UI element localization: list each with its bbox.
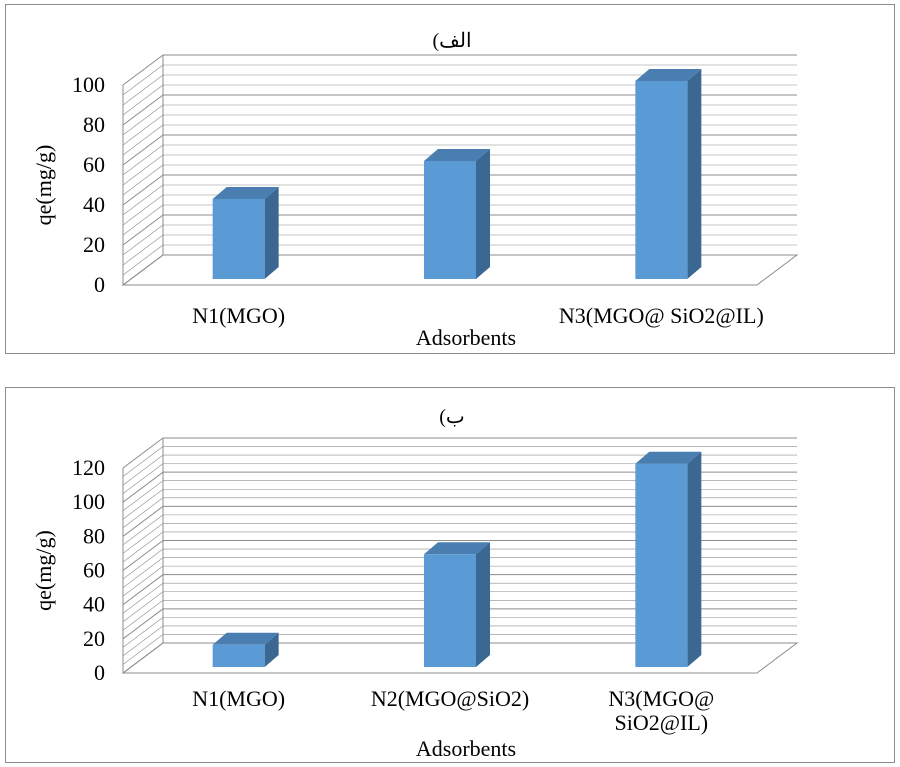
bar-top-face <box>424 542 490 555</box>
x-tick-label: N2(MGO@SiO2) <box>371 686 529 711</box>
chart-title: الف) <box>432 30 471 52</box>
x-tick-label: N1(MGO) <box>192 303 285 328</box>
side-wall-minor-gridline <box>122 480 164 511</box>
side-wall-minor-gridline <box>122 184 164 216</box>
side-wall-minor-gridline <box>122 194 164 226</box>
x-tick-label-line: SiO2@IL) <box>615 710 709 735</box>
side-wall-gridline <box>122 54 164 86</box>
side-wall-minor-gridline <box>122 591 164 622</box>
bar-side-face <box>687 451 702 667</box>
bar-top-face <box>212 632 279 645</box>
side-wall-minor-gridline <box>122 144 164 176</box>
y-axis-label: qe(mg/g) <box>31 530 56 611</box>
side-wall-minor-gridline <box>122 531 164 563</box>
bar-top-face <box>424 149 490 161</box>
y-tick-label: 60 <box>83 558 105 583</box>
y-tick-label: 20 <box>83 626 105 651</box>
side-wall-minor-gridline <box>122 446 164 477</box>
chart-panel-a: 0 20 40 60 80 100 N1(MGO) N3(MGO@ SiO2@IL) الف) A… <box>5 4 895 354</box>
side-wall-minor-gridline <box>122 204 164 236</box>
side-wall-minor-gridline <box>122 625 164 657</box>
side-wall-minor-gridline <box>122 600 164 631</box>
side-wall-gridline <box>122 214 164 246</box>
x-tick-label-line: N3(MGO@ <box>608 686 714 711</box>
side-wall-minor-gridline <box>122 497 164 529</box>
side-wall-gridline <box>122 94 164 126</box>
bar <box>212 199 265 279</box>
side-wall-minor-gridline <box>122 514 164 546</box>
x-axis-label: Adsorbents <box>416 325 516 350</box>
side-wall-gridline <box>122 505 164 537</box>
side-wall-minor-gridline <box>122 463 164 494</box>
bar-side-face <box>687 69 702 279</box>
side-wall-minor-gridline <box>122 164 164 196</box>
side-wall-gridline <box>122 608 164 640</box>
chart-floor <box>121 254 799 286</box>
x-axis-label: Adsorbents <box>416 736 516 761</box>
side-wall-minor-gridline <box>122 244 164 276</box>
chart-b-svg: 0 20 40 60 80 100 120 N1(MGO) N2(MGO@SiO2) N3(MGO… <box>31 406 799 761</box>
y-tick-label: 100 <box>72 72 105 97</box>
side-wall-minor-gridline <box>122 454 164 486</box>
bar-top-face <box>635 451 702 464</box>
y-tick-label: 60 <box>83 152 105 177</box>
y-tick-label: 0 <box>94 660 105 685</box>
x-tick-label: N3(MGO@ SiO2@IL) <box>559 303 764 328</box>
side-wall-minor-gridline <box>122 74 164 106</box>
side-wall-minor-gridline <box>122 124 164 156</box>
side-wall-minor-gridline <box>122 154 164 186</box>
y-tick-label: 40 <box>83 592 105 617</box>
y-tick-label: 40 <box>83 192 105 217</box>
side-wall-minor-gridline <box>122 104 164 136</box>
side-wall-minor-gridline <box>122 224 164 256</box>
side-wall-minor-gridline <box>122 234 164 266</box>
side-wall-gridline <box>122 540 164 571</box>
bar <box>424 161 476 279</box>
bar <box>212 644 265 667</box>
y-tick-label: 80 <box>83 112 105 137</box>
side-wall-minor-gridline <box>122 582 164 614</box>
side-wall-minor-gridline <box>122 557 164 588</box>
chart-floor <box>121 642 799 674</box>
y-tick-label: 100 <box>72 489 105 514</box>
side-wall-gridline <box>122 437 164 469</box>
y-tick-label: 120 <box>72 455 105 480</box>
side-wall-gridline <box>122 174 164 206</box>
y-axis-label: qe(mg/g) <box>31 145 56 226</box>
chart-a-svg: 0 20 40 60 80 100 N1(MGO) N3(MGO@ SiO2@IL) الف) A… <box>31 30 799 350</box>
y-tick-label: 0 <box>94 272 105 297</box>
side-wall-minor-gridline <box>122 565 164 597</box>
side-wall-gridline <box>122 471 164 503</box>
side-wall-minor-gridline <box>122 84 164 116</box>
side-wall-minor-gridline <box>122 523 164 554</box>
bar-side-face <box>264 632 279 667</box>
bar-top-face <box>635 69 702 81</box>
bar <box>424 554 476 667</box>
bar-top-face <box>212 187 279 199</box>
bar-side-face <box>476 149 490 279</box>
bar <box>635 81 688 279</box>
bar-side-face <box>264 187 279 279</box>
x-tick-label: N1(MGO) <box>192 686 285 711</box>
side-wall-minor-gridline <box>122 64 164 96</box>
chart-title: ب) <box>439 406 465 428</box>
side-wall-minor-gridline <box>122 548 164 580</box>
bar-side-face <box>476 542 490 667</box>
y-tick-label: 80 <box>83 523 105 548</box>
chart-panel-b: 0 20 40 60 80 100 120 N1(MGO) N2(MGO@SiO2) N3(MGO… <box>5 387 895 763</box>
side-wall-gridline <box>122 574 164 606</box>
bar <box>635 463 688 667</box>
x-tick-label: N3(MGO@ SiO2@IL) <box>608 686 714 735</box>
side-wall-minor-gridline <box>122 114 164 146</box>
side-wall-minor-gridline <box>122 617 164 648</box>
side-wall-minor-gridline <box>122 489 164 520</box>
side-wall-gridline <box>122 134 164 166</box>
y-tick-label: 20 <box>83 232 105 257</box>
side-wall-minor-gridline <box>122 634 164 665</box>
